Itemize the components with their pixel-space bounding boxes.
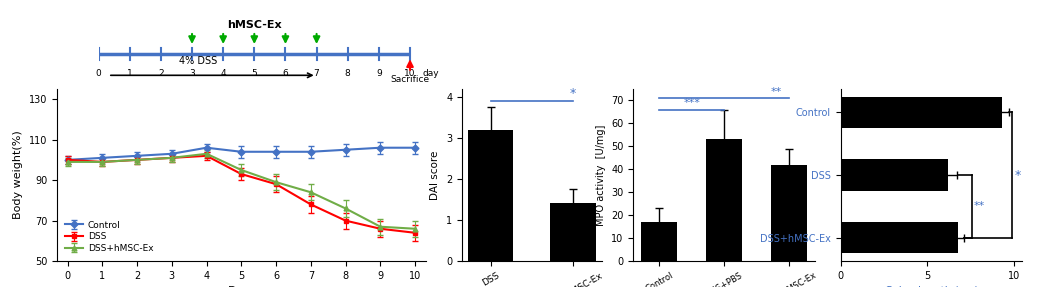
Text: **: ** <box>770 87 782 97</box>
Text: day: day <box>422 69 439 78</box>
Text: 0: 0 <box>95 69 102 78</box>
Y-axis label: MPO activity  [U/mg]: MPO activity [U/mg] <box>596 124 605 226</box>
Text: 5: 5 <box>251 69 257 78</box>
Text: 6: 6 <box>282 69 289 78</box>
X-axis label: Days: Days <box>227 286 255 287</box>
Text: ***: *** <box>683 98 700 108</box>
Legend: Control, DSS, DSS+hMSC-Ex: Control, DSS, DSS+hMSC-Ex <box>61 217 157 257</box>
Bar <box>468 130 514 261</box>
Text: 2: 2 <box>158 69 164 78</box>
Text: 3: 3 <box>189 69 195 78</box>
Text: *: * <box>570 87 576 100</box>
Bar <box>841 97 1002 128</box>
Text: 1: 1 <box>127 69 133 78</box>
Bar <box>771 165 807 261</box>
Bar <box>841 159 948 191</box>
X-axis label: Colon length (cm): Colon length (cm) <box>884 286 979 287</box>
Text: Sacrifice: Sacrifice <box>390 75 430 84</box>
Text: *: * <box>1015 168 1021 182</box>
Text: hMSC-Ex: hMSC-Ex <box>227 20 281 30</box>
Text: 9: 9 <box>376 69 382 78</box>
Y-axis label: DAI score: DAI score <box>431 150 440 200</box>
Text: 4% DSS: 4% DSS <box>180 57 217 67</box>
Text: **: ** <box>974 201 985 212</box>
Bar <box>550 203 596 261</box>
Text: 4: 4 <box>220 69 226 78</box>
Bar <box>641 222 677 261</box>
Bar <box>841 222 958 253</box>
Text: 7: 7 <box>313 69 320 78</box>
Text: 8: 8 <box>345 69 351 78</box>
Y-axis label: Body weight(%): Body weight(%) <box>13 131 24 220</box>
Bar <box>706 139 742 261</box>
Text: 10: 10 <box>404 69 416 78</box>
